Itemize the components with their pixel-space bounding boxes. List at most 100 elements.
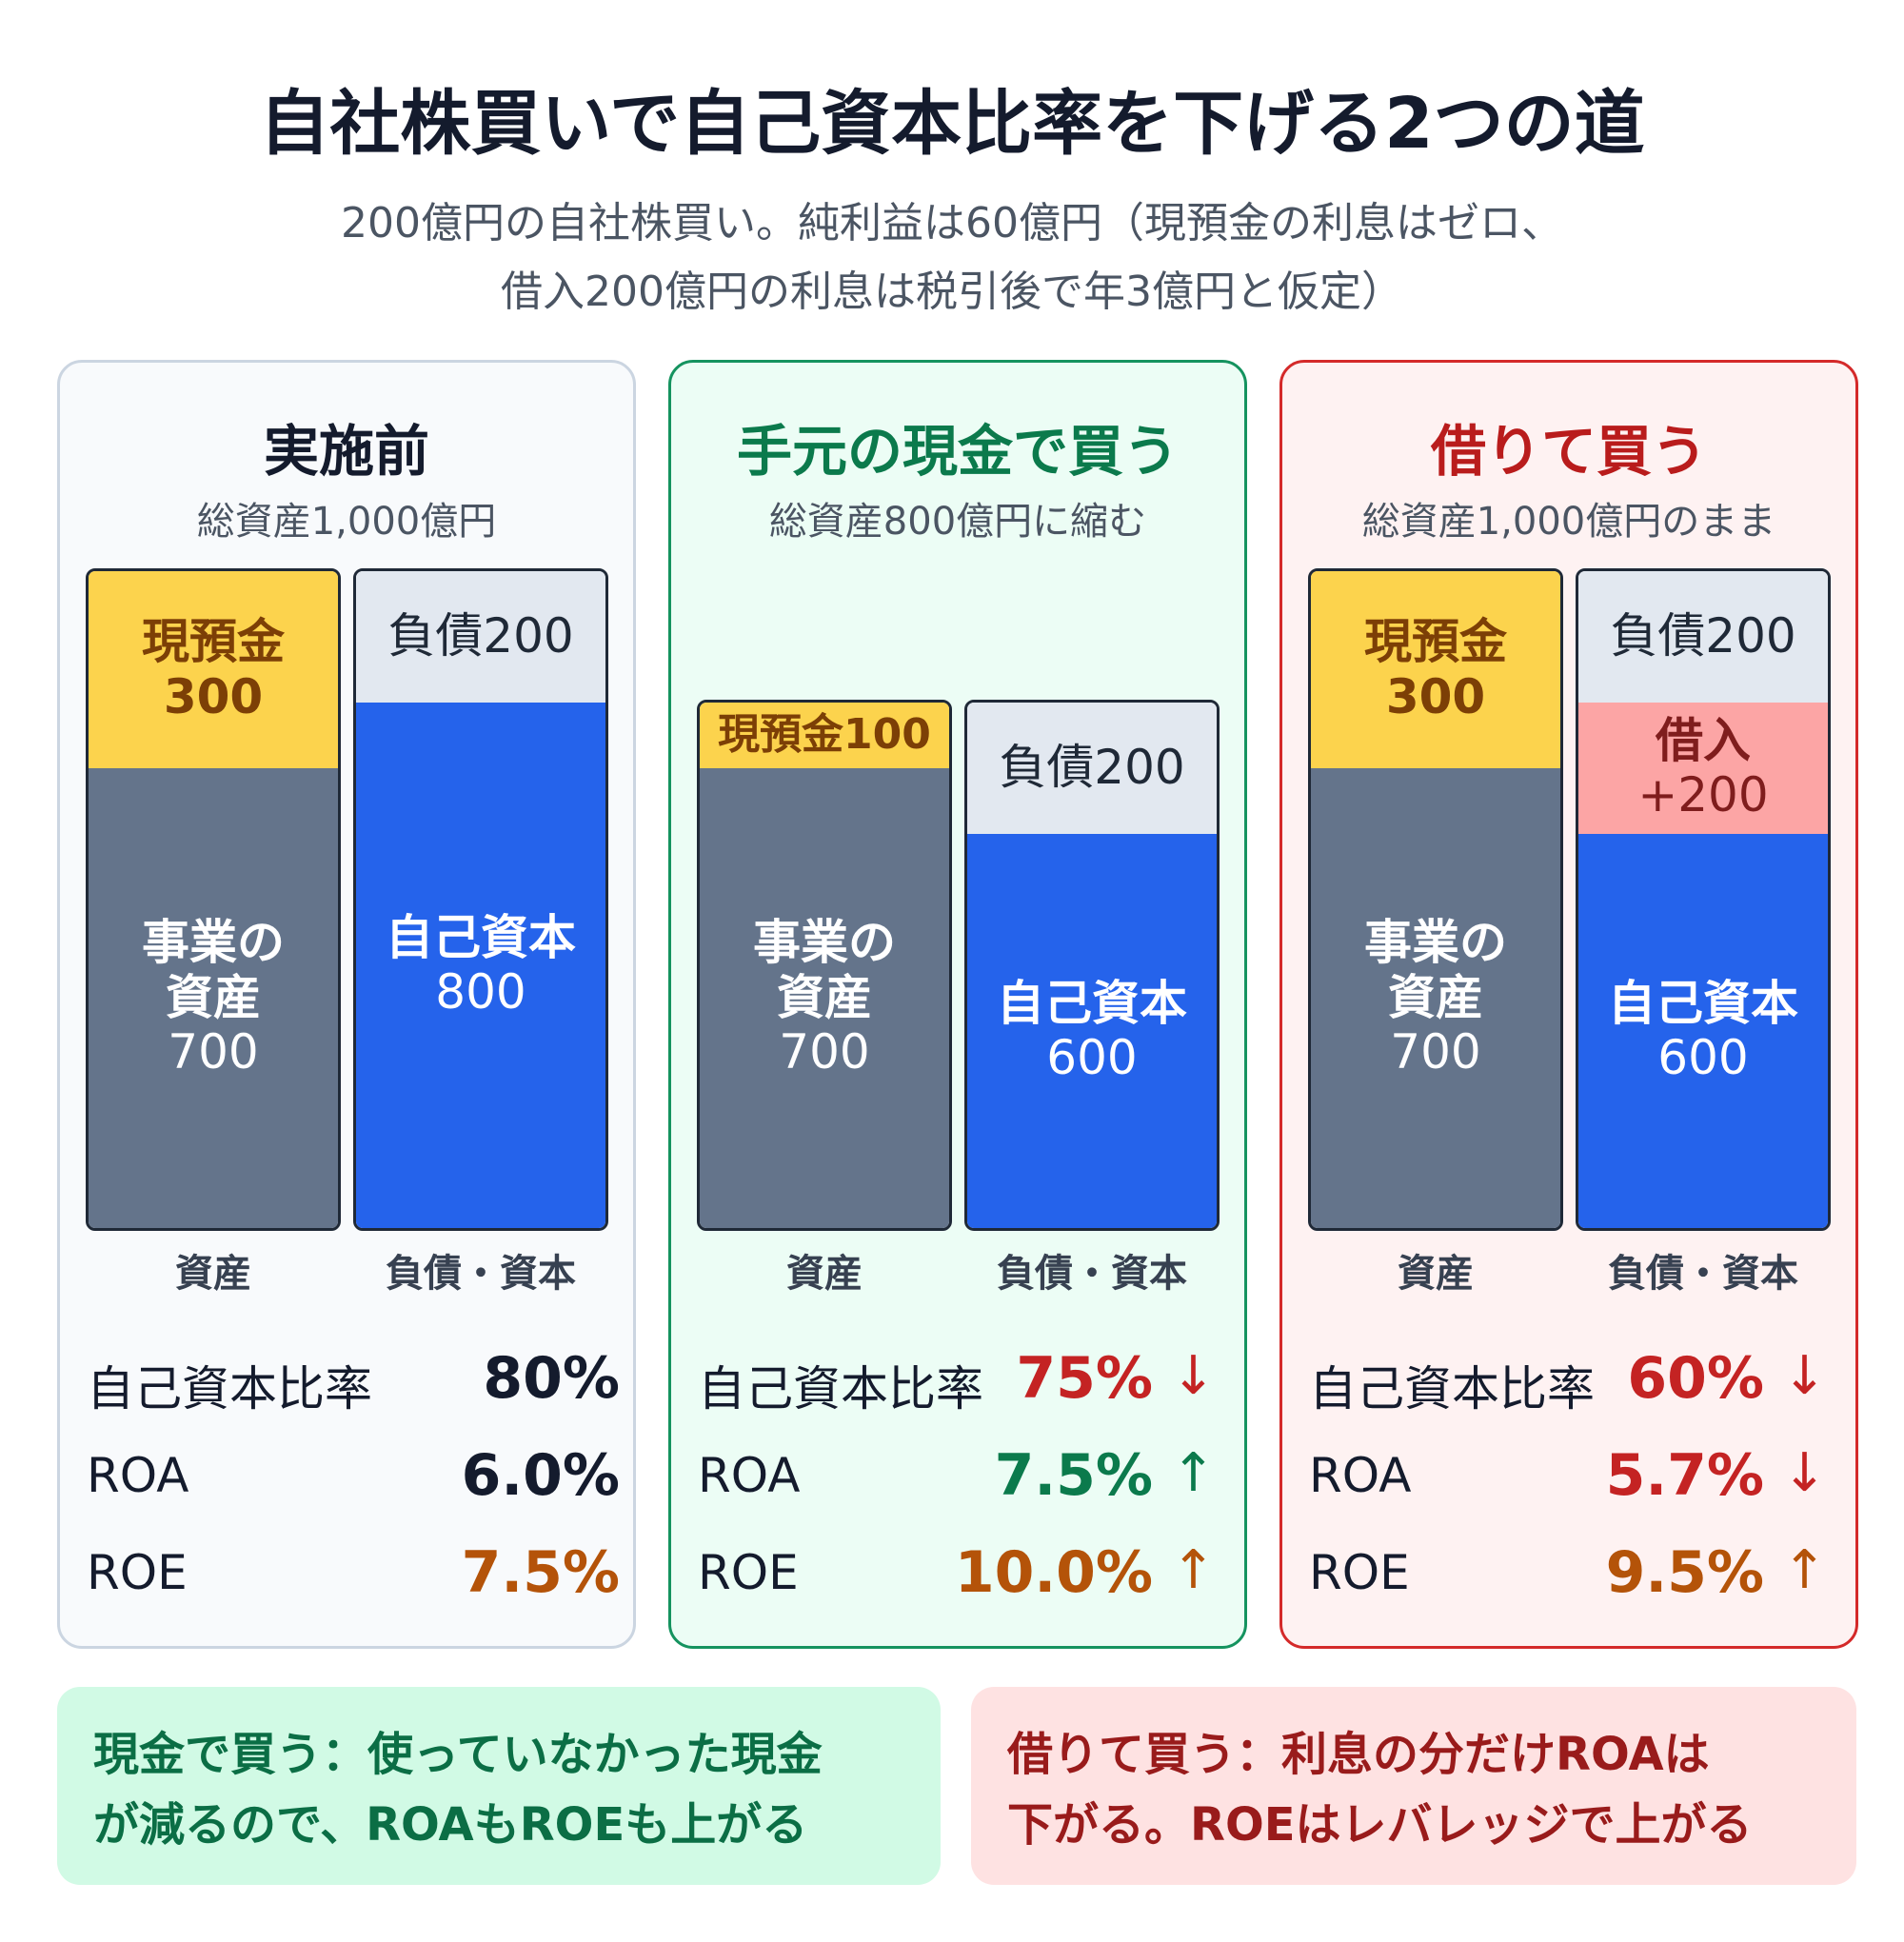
metric-label: 自己資本比率	[1309, 1361, 1595, 1417]
debt-segment: 負債200	[1578, 571, 1828, 703]
panel-subtitle: 総資産800億円に縮む	[768, 500, 1147, 544]
liabilities-equity-column: 負債200 自己資本 800	[353, 568, 608, 1231]
panel-subtitle: 総資産1,000億円のまま	[1361, 500, 1776, 544]
business-assets-label-1: 事業の	[753, 915, 896, 971]
equity-label: 自己資本	[997, 975, 1187, 1031]
assets-column: 現預金 300 事業の 資産 700	[86, 568, 341, 1231]
equity-label: 自己資本	[1608, 975, 1798, 1031]
business-assets-label-2: 資産	[777, 969, 872, 1025]
note-line-1: 借りて買う：利息の分だけROAは	[1007, 1728, 1710, 1781]
metric-value: 7.5%	[994, 1442, 1153, 1509]
metric-value: 5.7%	[1605, 1442, 1764, 1509]
metric-value: 75%	[1016, 1345, 1153, 1412]
equity-value: 800	[435, 964, 526, 1020]
metric-value: 6.0%	[461, 1442, 620, 1509]
debt-segment: 負債200	[356, 571, 605, 703]
borrowing-segment: 借入 +200	[1578, 703, 1828, 834]
assets-axis-label: 資産	[175, 1252, 251, 1296]
arrow-up-icon: ↑	[1171, 1539, 1216, 1601]
arrow-down-icon: ↓	[1782, 1442, 1827, 1504]
metric-equity-ratio: 自己資本比率 60% ↓	[1309, 1341, 1842, 1417]
arrow-down-icon: ↓	[1171, 1345, 1216, 1407]
business-assets-segment: 事業の 資産 700	[700, 768, 949, 1228]
cash-segment: 現預金100	[700, 703, 949, 768]
panel-title: 借りて買う	[1430, 419, 1707, 484]
debt-label: 負債200	[999, 740, 1185, 796]
assets-column: 現預金100 事業の 資産 700	[697, 700, 952, 1231]
debt-label: 負債200	[1610, 608, 1796, 664]
metric-value: 60%	[1627, 1345, 1764, 1412]
liab-equity-axis-label: 負債・資本	[997, 1252, 1187, 1296]
borrowing-value: +200	[1637, 767, 1769, 822]
assets-axis-label: 資産	[786, 1252, 863, 1296]
note-line-2: 下がる。ROEはレバレッジで上がる	[1007, 1798, 1753, 1853]
panel-subtitle: 総資産1,000億円	[196, 500, 497, 544]
metric-label: ROA	[87, 1448, 189, 1503]
metric-roa: ROA 6.0%	[87, 1438, 620, 1515]
cash-value: 300	[163, 668, 264, 724]
arrow-down-icon: ↓	[1782, 1345, 1827, 1407]
metric-roa: ROA 7.5% ↑	[698, 1438, 1231, 1515]
business-assets-label-2: 資産	[1388, 969, 1483, 1025]
panel-title: 実施前	[263, 419, 429, 484]
metric-equity-ratio: 自己資本比率 75% ↓	[698, 1341, 1231, 1417]
borrowing-label: 借入	[1656, 712, 1751, 768]
cash-label: 現預金	[1364, 614, 1507, 669]
metric-value: 7.5%	[461, 1539, 620, 1606]
note-borrow-buyback: 借りて買う：利息の分だけROAは 下がる。ROEはレバレッジで上がる	[971, 1687, 1856, 1885]
note-cash-buyback: 現金で買う：使っていなかった現金 が減るので、ROAもROEも上がる	[57, 1687, 941, 1885]
metric-label: 自己資本比率	[87, 1361, 372, 1417]
equity-segment: 自己資本 600	[1578, 834, 1828, 1228]
note-line-2: が減るので、ROAもROEも上がる	[93, 1798, 808, 1853]
panel-cash-buyback: 手元の現金で買う 総資産800億円に縮む 現預金100 事業の 資産 700 負…	[668, 360, 1247, 1649]
business-assets-value: 700	[1390, 1024, 1481, 1080]
liabilities-equity-column: 負債200 借入 +200 自己資本 600	[1576, 568, 1831, 1231]
metric-equity-ratio: 自己資本比率 80%	[87, 1341, 620, 1417]
liab-equity-axis-label: 負債・資本	[1608, 1252, 1798, 1296]
metric-label: 自己資本比率	[698, 1361, 983, 1417]
equity-value: 600	[1657, 1030, 1749, 1085]
metric-label: ROE	[698, 1545, 799, 1600]
business-assets-value: 700	[779, 1024, 870, 1080]
debt-segment: 負債200	[967, 703, 1217, 834]
business-assets-value: 700	[168, 1024, 259, 1080]
metric-roe: ROE 9.5% ↑	[1309, 1536, 1842, 1612]
metric-value: 9.5%	[1605, 1539, 1764, 1606]
panel-title: 手元の現金で買う	[736, 419, 1179, 484]
metric-roa: ROA 5.7% ↓	[1309, 1438, 1842, 1515]
metric-label: ROA	[698, 1448, 801, 1503]
note-line-1: 現金で買う：使っていなかった現金	[93, 1728, 823, 1781]
equity-value: 600	[1046, 1030, 1138, 1085]
metric-label: ROE	[1309, 1545, 1410, 1600]
arrow-up-icon: ↑	[1782, 1539, 1827, 1601]
equity-segment: 自己資本 600	[967, 834, 1217, 1228]
cash-label: 現預金100	[718, 710, 931, 760]
business-assets-label-1: 事業の	[1364, 915, 1507, 971]
business-assets-label-2: 資産	[166, 969, 261, 1025]
cash-segment: 現預金 300	[89, 571, 338, 768]
business-assets-segment: 事業の 資産 700	[1311, 768, 1560, 1228]
assets-column: 現預金 300 事業の 資産 700	[1308, 568, 1563, 1231]
cash-value: 300	[1385, 668, 1486, 724]
subtitle-line-2: 借入200億円の利息は税引後で年3億円と仮定）	[501, 268, 1403, 316]
cash-label: 現預金	[142, 614, 285, 669]
debt-label: 負債200	[387, 608, 574, 664]
metric-value: 10.0%	[954, 1539, 1153, 1606]
panel-before: 実施前 総資産1,000億円 現預金 300 事業の 資産 700 負債200 …	[57, 360, 636, 1649]
subtitle-line-1: 200億円の自社株買い。純利益は60億円（現預金の利息はゼロ、	[341, 199, 1563, 248]
liabilities-equity-column: 負債200 自己資本 600	[964, 700, 1220, 1231]
business-assets-segment: 事業の 資産 700	[89, 768, 338, 1228]
assets-axis-label: 資産	[1398, 1252, 1474, 1296]
metric-roe: ROE 7.5%	[87, 1536, 620, 1612]
panel-borrow-buyback: 借りて買う 総資産1,000億円のまま 現預金 300 事業の 資産 700 負…	[1279, 360, 1858, 1649]
metric-label: ROA	[1309, 1448, 1412, 1503]
business-assets-label-1: 事業の	[142, 915, 285, 971]
equity-label: 自己資本	[386, 909, 576, 965]
liab-equity-axis-label: 負債・資本	[386, 1252, 576, 1296]
cash-segment: 現預金 300	[1311, 571, 1560, 768]
equity-segment: 自己資本 800	[356, 703, 605, 1228]
metric-roe: ROE 10.0% ↑	[698, 1536, 1231, 1612]
main-title: 自社株買いで自己資本比率を下げる2つの道	[259, 83, 1645, 165]
arrow-up-icon: ↑	[1171, 1442, 1216, 1504]
metric-value: 80%	[483, 1345, 620, 1412]
